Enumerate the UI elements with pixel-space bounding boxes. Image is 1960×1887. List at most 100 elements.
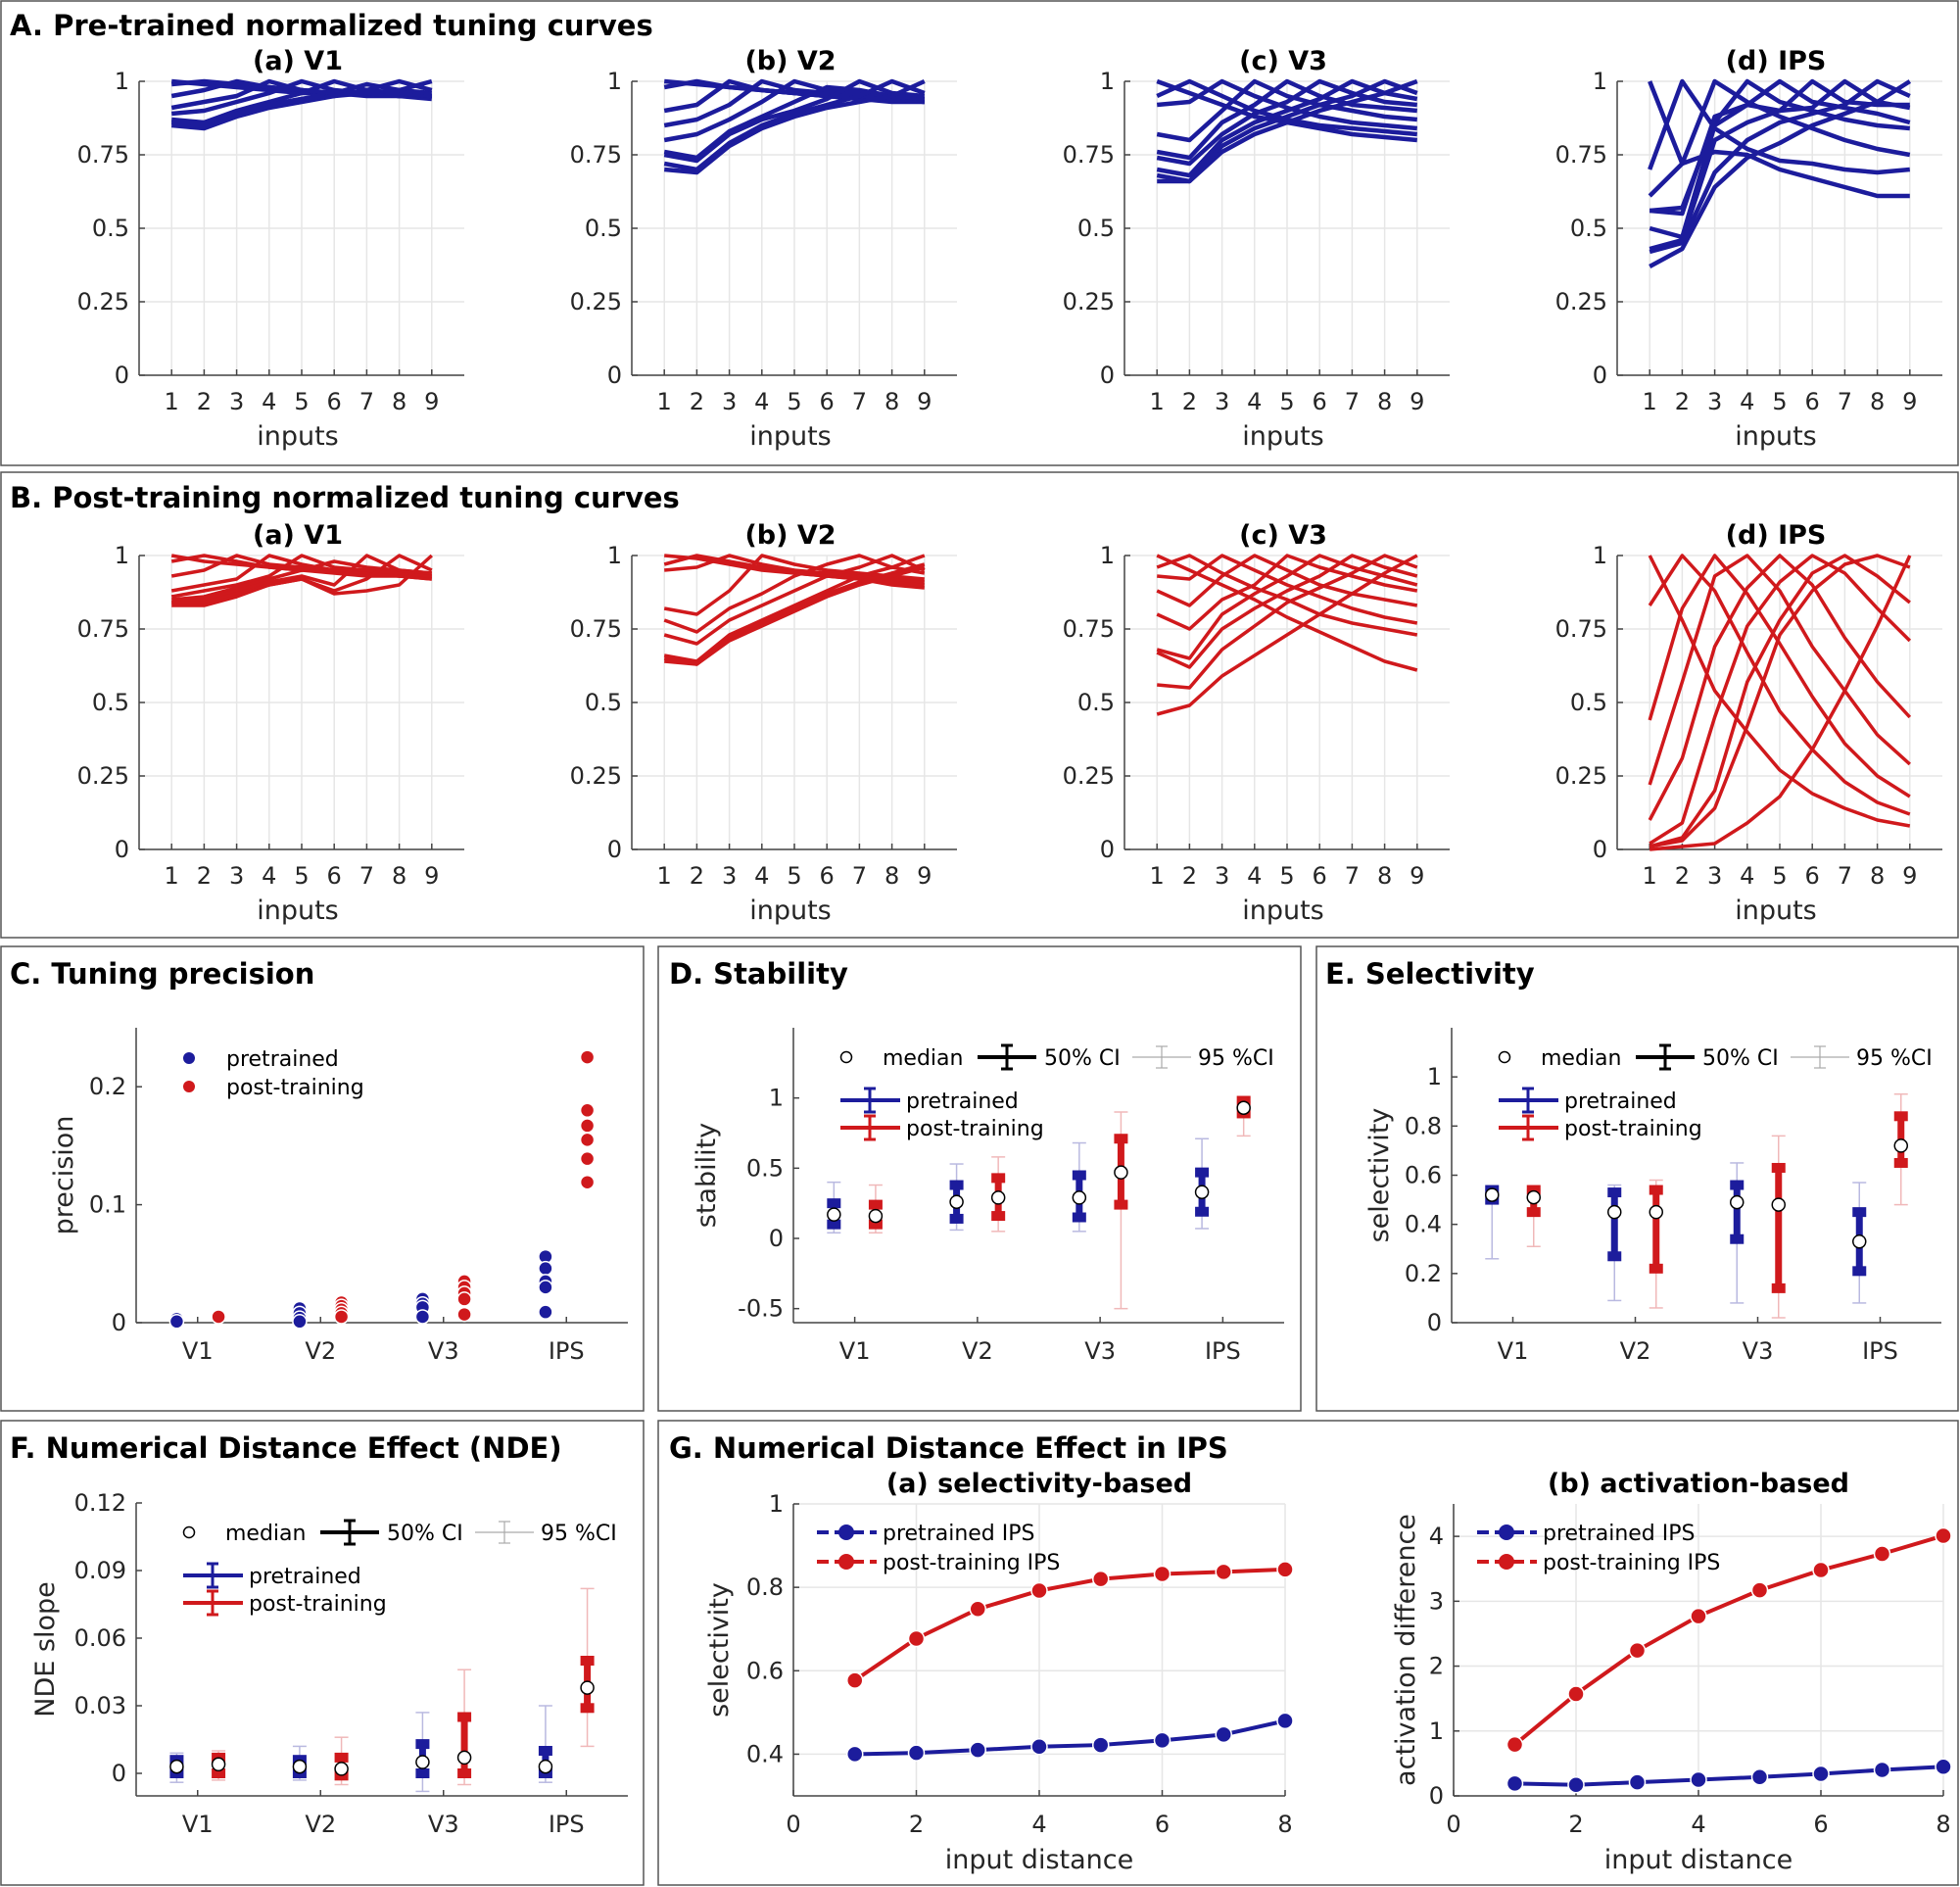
- y-tick-label: 0: [115, 836, 129, 863]
- x-tick-label: 0: [1446, 1811, 1460, 1838]
- x-tick-label: 6: [1313, 388, 1327, 415]
- x-tick-label: 2: [1182, 388, 1197, 415]
- y-tick-label: 1: [607, 542, 622, 569]
- legend-label: pretrained IPS: [883, 1522, 1034, 1546]
- x-tick-label: 1: [1643, 862, 1657, 890]
- x-tick-label: 5: [1772, 862, 1787, 890]
- tuning-curve-9: [1649, 555, 1912, 851]
- x-axis-label: inputs: [1735, 895, 1817, 926]
- panel-g-title: G. Numerical Distance Effect in IPS: [669, 1431, 1228, 1465]
- subplot-title: (a) V1: [253, 520, 343, 551]
- tuning-curve-5: [663, 554, 926, 634]
- x-tick-label: 8: [884, 862, 899, 890]
- x-axis-label: inputs: [257, 895, 339, 926]
- data-point: [1567, 1775, 1585, 1794]
- data-point: [846, 1671, 864, 1689]
- scatter-point: [168, 1314, 185, 1330]
- y-tick-label: 0: [769, 1225, 784, 1252]
- median-marker: [169, 1759, 184, 1774]
- panel-d-title: D. Stability: [669, 957, 848, 991]
- x-tick-label: 1: [657, 862, 672, 890]
- x-tick-label: 1: [657, 388, 672, 415]
- tuning-curve-9: [664, 565, 926, 666]
- y-tick-label: 0.09: [74, 1557, 126, 1584]
- x-axis-label: inputs: [1735, 421, 1817, 452]
- tuning-curve-2: [663, 554, 925, 587]
- y-tick-label: 0: [607, 362, 622, 389]
- x-tick-label: 3: [1707, 862, 1722, 890]
- x-tick-label: 4: [1740, 862, 1754, 890]
- median-marker: [1893, 1138, 1908, 1153]
- legend-marker: [183, 1081, 195, 1092]
- median-marker: [334, 1762, 349, 1776]
- x-axis-label: inputs: [1242, 421, 1324, 452]
- panel-d-frame: [657, 945, 1302, 1412]
- tuning-curve-3: [1648, 554, 1911, 798]
- tuning-curve-7: [663, 78, 926, 164]
- median-marker: [1607, 1204, 1622, 1220]
- legend-ci50-label: 50% CI: [1044, 1046, 1121, 1071]
- tuning-curve-3: [170, 554, 432, 581]
- y-tick-label: 0: [1593, 362, 1607, 389]
- legend-median-marker: [839, 1050, 853, 1064]
- x-tick-label: 8: [1936, 1811, 1950, 1838]
- x-tick-label: 6: [1805, 862, 1820, 890]
- legend-label: pretrained: [1564, 1089, 1677, 1114]
- y-tick-label: 0: [1100, 836, 1115, 863]
- y-tick-label: 0: [607, 836, 622, 863]
- ci50-bar: [1607, 1187, 1622, 1262]
- median-marker: [1852, 1234, 1867, 1249]
- x-tick-label: 5: [1279, 388, 1294, 415]
- y-tick-label: 0.25: [1555, 288, 1607, 315]
- legend-ci95-label: 95 %CI: [541, 1522, 617, 1546]
- median-marker: [1771, 1197, 1786, 1212]
- legend-label: post-training: [1564, 1117, 1702, 1141]
- x-tick-label: 8: [1870, 862, 1885, 890]
- tuning-curve-5: [1648, 554, 1912, 821]
- x-tick-label: 9: [1410, 862, 1424, 890]
- series-line-pretrained: [1514, 1765, 1944, 1787]
- legend-median-label: median: [1541, 1046, 1621, 1071]
- y-tick-label: 0.5: [92, 689, 129, 716]
- subplot-title: (a) V1: [253, 46, 343, 76]
- x-tick-label: 3: [1215, 388, 1229, 415]
- x-tick-label: 7: [1838, 862, 1852, 890]
- scatter-point: [538, 1304, 553, 1320]
- tuning-curve-5: [1156, 78, 1418, 161]
- tuning-curve-2: [1648, 78, 1911, 175]
- median-marker: [1526, 1189, 1541, 1205]
- y-tick-label: 0.4: [746, 1740, 784, 1767]
- median-marker: [1730, 1194, 1745, 1210]
- y-tick-label: 0.03: [74, 1692, 126, 1719]
- tuning-curve-2: [1156, 554, 1418, 637]
- y-tick-label: 0.25: [570, 762, 622, 790]
- x-tick-label: V1: [182, 1337, 214, 1365]
- y-tick-label: 0.5: [1077, 215, 1115, 242]
- tuning-curve-5: [170, 554, 432, 599]
- y-tick-label: 0.75: [1555, 615, 1607, 643]
- y-tick-label: 0.4: [1405, 1211, 1442, 1238]
- legend-marker: [183, 1052, 195, 1064]
- panel-b-title: B. Post-training normalized tuning curve…: [10, 481, 680, 514]
- ci50-bar: [1649, 1185, 1663, 1274]
- x-tick-label: 9: [1410, 388, 1424, 415]
- data-point: [1873, 1761, 1891, 1779]
- x-tick-label: 4: [1691, 1811, 1705, 1838]
- y-tick-label: 0.75: [77, 615, 129, 643]
- legend-label: pretrained: [226, 1047, 339, 1072]
- y-tick-label: 1: [1593, 68, 1607, 95]
- scatter-point: [456, 1306, 472, 1323]
- y-tick-label: 0.25: [77, 762, 129, 790]
- subplot-title: (b) activation-based: [1548, 1469, 1849, 1499]
- y-tick-label: 0.75: [1555, 141, 1607, 169]
- x-tick-label: 6: [1313, 862, 1327, 890]
- tuning-curve-3: [1157, 554, 1418, 625]
- x-tick-label: 4: [1247, 862, 1262, 890]
- data-point: [1628, 1641, 1647, 1660]
- x-tick-label: 5: [1772, 388, 1787, 415]
- data-point: [846, 1745, 864, 1764]
- tuning-curve-7: [1649, 554, 1911, 848]
